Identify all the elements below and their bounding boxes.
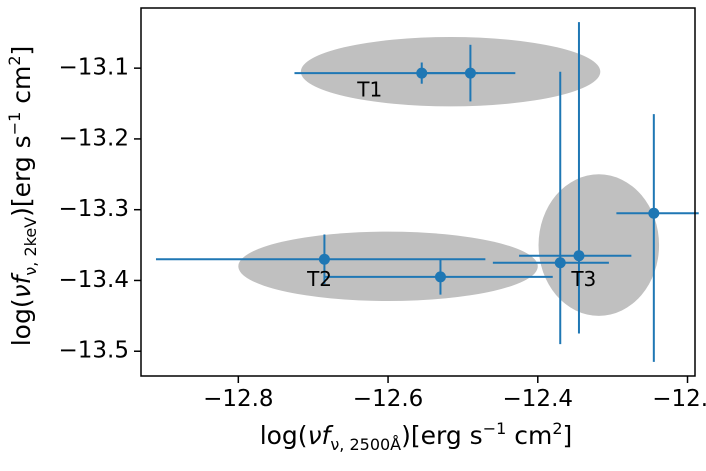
plot-frame [140,7,696,377]
x-tick-label-2: −12.6 [353,386,423,412]
y-ticks: −13.1 −13.2 −13.3 −13.4 −13.5 [59,55,141,364]
x-axis-label: log(νfν, 2500Å)[erg s−1 cm2] [260,419,573,454]
data-point-6 [573,250,585,262]
region-ellipse-t2 [238,231,538,301]
y-tick-label-2: −13.2 [59,125,129,151]
region-label-t3: T3 [570,267,596,291]
y-tick-label-1: −13.1 [59,55,129,81]
region-label-t2: T2 [306,267,332,291]
region-ellipse-t3 [538,174,660,316]
x-tick-label-1: −12.8 [203,386,273,412]
region-ellipse-t1 [300,37,601,107]
region-labels-layer: T1 T2 T3 [306,77,596,291]
x-tick-label-4: −12.2 [652,386,706,412]
data-point-7 [648,207,660,219]
y-tick-label-4: −13.4 [59,267,129,293]
y-tick-label-5: −13.5 [59,338,129,364]
data-point-1 [416,67,428,79]
x-tick-label-3: −12.4 [503,386,573,412]
data-point-5 [554,257,566,269]
region-label-t1: T1 [356,77,382,101]
data-point-2 [464,67,476,79]
regions-layer [238,37,660,316]
markers-layer [318,67,660,283]
x-ticks: −12.8 −12.6 −12.4 −12.2 [203,376,706,412]
y-tick-label-3: −13.3 [59,196,129,222]
data-point-3 [318,253,330,265]
y-axis-label: log(νfν, 2keV)[erg s−1 cm2] [5,46,40,347]
data-point-4 [434,271,446,283]
